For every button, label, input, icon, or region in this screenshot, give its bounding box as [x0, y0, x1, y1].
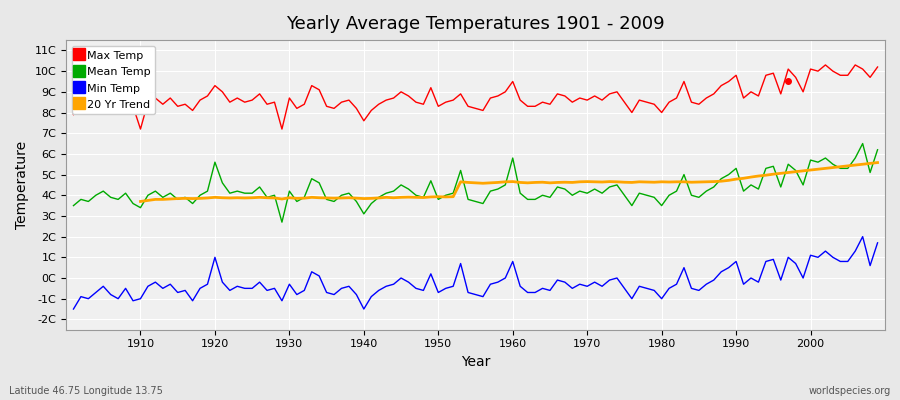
Y-axis label: Temperature: Temperature: [15, 141, 29, 229]
Legend: Max Temp, Mean Temp, Min Temp, 20 Yr Trend: Max Temp, Mean Temp, Min Temp, 20 Yr Tre…: [72, 46, 155, 114]
Text: Latitude 46.75 Longitude 13.75: Latitude 46.75 Longitude 13.75: [9, 386, 163, 396]
Title: Yearly Average Temperatures 1901 - 2009: Yearly Average Temperatures 1901 - 2009: [286, 15, 665, 33]
X-axis label: Year: Year: [461, 355, 491, 369]
Text: worldspecies.org: worldspecies.org: [809, 386, 891, 396]
